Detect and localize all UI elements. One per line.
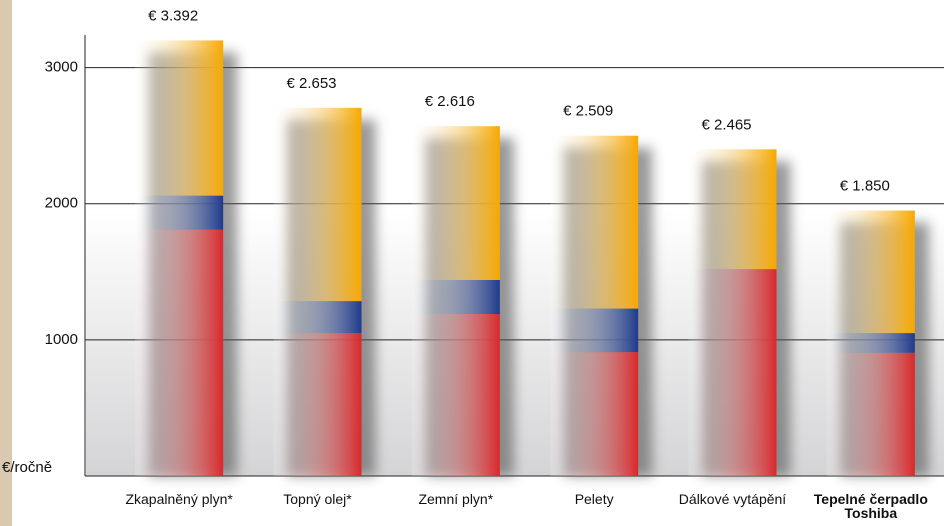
bar-segment — [274, 333, 362, 476]
bar-annotation: € 2.509 — [563, 103, 613, 120]
bar-annotation: € 2.653 — [286, 75, 336, 92]
bar-segment — [550, 136, 638, 309]
x-tick-label: Topný olej* — [253, 492, 383, 506]
y-tick-label: 1000 — [45, 331, 78, 348]
bar-segment — [412, 280, 500, 314]
bar-segment — [550, 352, 638, 476]
bar-segment — [412, 126, 500, 280]
photo-edge — [0, 0, 12, 526]
x-tick-label: Zemní plyn* — [391, 492, 521, 506]
y-tick-label: 3000 — [45, 59, 78, 76]
bar-segment — [135, 230, 223, 476]
x-tick-label: Zkapalněný plyn* — [114, 492, 244, 506]
bar-segment — [412, 314, 500, 476]
chart-svg: €/ročně 1000 2000 3000 € 3.392 € 2.653 € 2.616… — [0, 0, 944, 526]
y-tick-label: €/ročně — [2, 459, 52, 476]
x-tick-label: Dálkové vytápění — [668, 492, 798, 506]
chart: €/ročně 1000 2000 3000 € 3.392 € 2.653 € 2.616… — [0, 0, 944, 526]
bar-segment — [689, 269, 777, 476]
bar-segment — [274, 301, 362, 333]
y-tick-label: 2000 — [45, 195, 78, 212]
x-tick-label: Pelety — [529, 492, 659, 506]
bar-segment — [274, 108, 362, 301]
bar-segment — [689, 149, 777, 269]
x-tick-label: Tepelné čerpadlo Toshiba — [806, 492, 936, 520]
bar-annotation: € 2.616 — [425, 93, 475, 110]
bar-annotation: € 3.392 — [148, 7, 198, 24]
bar-segment — [550, 309, 638, 353]
bar-annotation: € 2.465 — [701, 116, 751, 133]
bar-segment — [135, 196, 223, 230]
bar-segment — [827, 353, 915, 476]
bar-segment — [827, 211, 915, 333]
bar-segment — [135, 40, 223, 195]
bar-segment — [827, 333, 915, 353]
bar-annotation: € 1.850 — [840, 178, 890, 195]
